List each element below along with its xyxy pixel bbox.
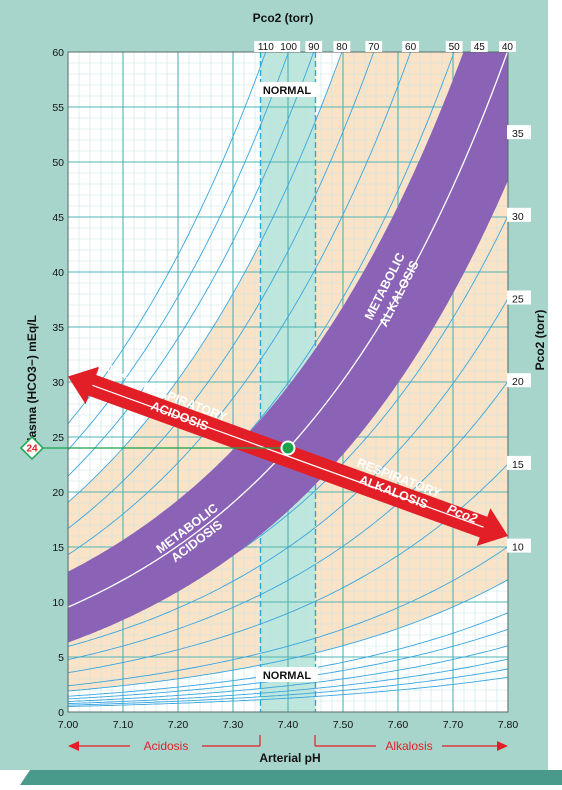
metabolic-region — [68, 52, 508, 643]
pco2-isobar-8 — [68, 579, 508, 692]
top-tick-label: 40 — [502, 42, 514, 53]
right-tick-bg — [507, 290, 531, 305]
top-tick-bg — [445, 41, 463, 52]
pco2-isobar-3.2 — [68, 658, 508, 705]
pco2-isobar-110 — [68, 52, 267, 424]
y-tick-label: 5 — [58, 652, 64, 664]
x-tick-label: 7.60 — [388, 719, 409, 731]
hco3-24-label: 24 — [26, 444, 38, 455]
x-tick-label: 7.00 — [58, 719, 79, 731]
top-tick-bg — [402, 41, 419, 52]
right-tick-label: 30 — [512, 211, 524, 223]
y-tick-label: 50 — [52, 157, 64, 169]
pco2-isobar-25 — [68, 298, 508, 647]
normal-point-marker — [280, 440, 296, 456]
x-tick-label: 7.50 — [333, 719, 354, 731]
right-tick-bg — [507, 125, 531, 140]
alkalosis-label: Alkalosis — [385, 739, 432, 753]
top-tick-bg — [470, 41, 488, 52]
normal-label-bottom: NORMAL — [263, 670, 312, 682]
hco3-24-diamond — [19, 435, 45, 461]
y-tick-label: 35 — [52, 322, 64, 334]
right-tick-bg — [507, 538, 531, 553]
pco2-isobar-80 — [68, 52, 343, 503]
top-tick-bg — [276, 41, 301, 52]
pco2-isobar-4 — [68, 645, 508, 702]
top-pco2-ticks: 110 100 90 80 70 60 50 45 40 — [254, 41, 516, 53]
normal-label-top-bg — [256, 82, 318, 97]
normal-label-top: NORMAL — [263, 85, 312, 97]
left-axis-title: Plasma (HCO3−) mEq/L — [25, 315, 39, 449]
pco2-isobar-60 — [68, 52, 412, 556]
right-tick-label: 25 — [512, 294, 524, 306]
pco2-isobar-15 — [68, 463, 508, 674]
top-tick-label: 90 — [308, 42, 320, 53]
x-tick-label: 7.40 — [278, 719, 299, 731]
hco3-24-marker: 24 — [19, 435, 68, 461]
right-axis-title: Pco2 (torr) — [533, 310, 547, 371]
acidosis-arrowhead — [68, 741, 79, 751]
alkalosis-arrow: Alkalosis — [314, 735, 508, 753]
right-tick-label: 10 — [512, 542, 524, 554]
y-tick-label: 45 — [52, 212, 64, 224]
y-tick-label: 55 — [52, 102, 64, 114]
top-tick-label: 100 — [280, 42, 297, 53]
top-tick-label: 80 — [336, 42, 348, 53]
x-tick-label: 7.80 — [498, 719, 519, 731]
right-tick-label: 20 — [512, 376, 524, 388]
right-pco2-ticks: 35 30 25 20 15 10 — [507, 125, 531, 554]
pco2-isobar-70 — [68, 52, 375, 529]
pco2-isobar-2.6 — [68, 668, 508, 706]
panel-shadow — [20, 770, 562, 785]
x-tick-label: 7.20 — [168, 719, 189, 731]
right-tick-label: 35 — [512, 128, 524, 140]
top-tick-label: 60 — [405, 42, 417, 53]
top-tick-bg — [365, 41, 383, 52]
acidosis-label-bg — [130, 739, 202, 753]
x-tick-label: 7.70 — [443, 719, 464, 731]
y-tick-label: 25 — [52, 432, 64, 444]
alkalosis-label-bg — [376, 739, 442, 753]
bottom-axis-title: Arterial pH — [259, 751, 320, 765]
y-tick-label: 15 — [52, 542, 64, 554]
x-axis-ticks: 7.00 7.10 7.20 7.30 7.40 7.50 7.60 7.70 7.80 — [58, 719, 519, 731]
y-tick-label: 40 — [52, 267, 64, 279]
y-axis-ticks: 0 5 10 15 20 25 30 35 40 45 50 55 60 — [52, 47, 64, 719]
y-tick-label: 20 — [52, 487, 64, 499]
y-tick-label: 0 — [58, 707, 64, 719]
x-tick-label: 7.10 — [113, 719, 134, 731]
normal-label-bottom-bg — [256, 667, 318, 682]
acidosis-arrow: Acidosis — [68, 735, 261, 753]
top-tick-bg — [254, 41, 278, 52]
x-tick-label: 7.30 — [223, 719, 244, 731]
right-tick-bg — [507, 207, 531, 222]
y-tick-label: 60 — [52, 47, 64, 59]
top-tick-bg — [333, 41, 351, 52]
alkalosis-arrowhead — [497, 741, 508, 751]
respiratory-center-line — [92, 384, 484, 528]
top-tick-bg — [305, 41, 323, 52]
y-tick-label: 10 — [52, 597, 64, 609]
pco2-isobar-10 — [68, 546, 508, 687]
top-axis-title: Pco2 (torr) — [253, 11, 314, 25]
pco2-isobar-2.1 — [68, 676, 508, 707]
top-tick-bg — [499, 41, 516, 52]
pco2-isobar-20 — [68, 380, 508, 661]
pco2-isobar-90 — [68, 52, 315, 477]
acidosis-label: Acidosis — [144, 739, 189, 753]
right-tick-bg — [507, 455, 531, 470]
pco2-isobar-100 — [68, 52, 290, 451]
right-tick-bg — [507, 373, 531, 388]
top-tick-label: 45 — [474, 42, 486, 53]
top-tick-label: 70 — [368, 42, 380, 53]
y-tick-label: 30 — [52, 377, 64, 389]
top-tick-label: 50 — [449, 42, 461, 53]
top-tick-label: 110 — [258, 42, 274, 53]
right-tick-label: 15 — [512, 459, 524, 471]
